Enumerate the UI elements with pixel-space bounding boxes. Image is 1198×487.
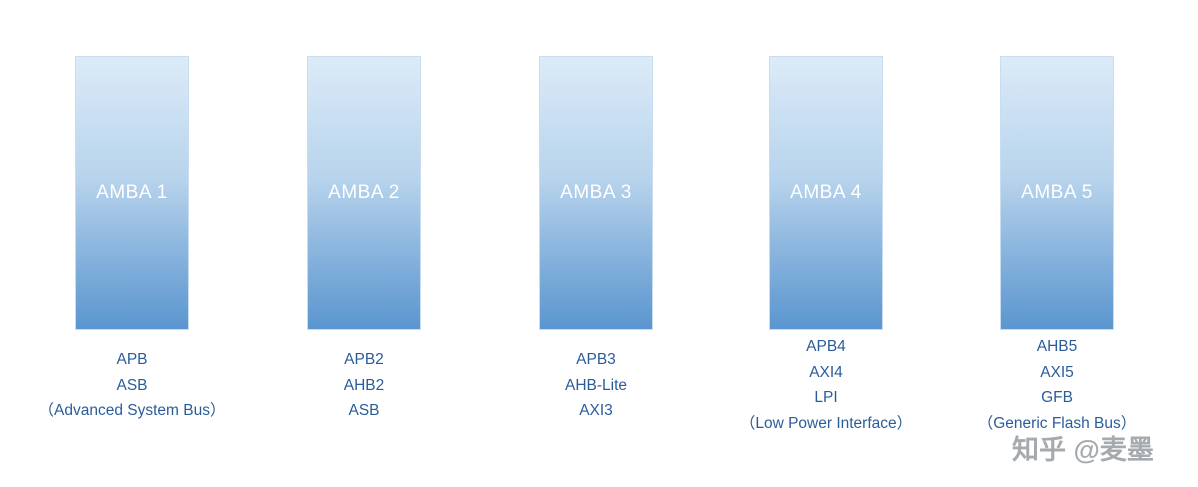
protocol-line: AXI3 [579, 402, 613, 419]
protocol-line: （Low Power Interface） [739, 414, 913, 432]
amba1-bar: AMBA 1 [75, 56, 189, 330]
amba5-bar-label: AMBA 5 [1021, 182, 1093, 203]
amba2-bar: AMBA 2 [307, 56, 421, 330]
amba1-bar-label: AMBA 1 [96, 182, 168, 203]
amba2-column: AMBA 2 APB2 AHB2 ASB [244, 0, 484, 487]
protocol-line: LPI [814, 389, 838, 406]
amba3-bar-label: AMBA 3 [560, 182, 632, 203]
protocol-line: AHB-Lite [564, 376, 628, 394]
amba4-bar: AMBA 4 [769, 56, 883, 330]
amba4-protocols: APB4 AXI4 LPI （Low Power Interface） [706, 330, 946, 436]
protocol-line: AHB2 [343, 376, 385, 394]
amba3-protocols: APB3 AHB-Lite AXI3 [476, 330, 716, 424]
protocol-line: （Advanced System Bus） [38, 402, 226, 419]
amba4-bar-label: AMBA 4 [790, 182, 862, 203]
protocol-line: APB [116, 351, 148, 368]
amba5-bar: AMBA 5 [1000, 56, 1114, 330]
amba5-column: AMBA 5 AHB5 AXI5 GFB （Generic Flash Bus） [937, 0, 1177, 487]
amba3-column: AMBA 3 APB3 AHB-Lite AXI3 [476, 0, 716, 487]
amba2-protocols: APB2 AHB2 ASB [244, 330, 484, 424]
protocol-line: AXI4 [809, 363, 843, 381]
amba4-column: AMBA 4 APB4 AXI4 LPI （Low Power Interfac… [706, 0, 946, 487]
protocol-line: AXI5 [1040, 363, 1074, 381]
amba2-bar-label: AMBA 2 [328, 182, 400, 203]
amba1-column: AMBA 1 APB ASB （Advanced System Bus） [12, 0, 252, 487]
protocol-line: APB3 [576, 351, 616, 368]
protocol-line: GFB [1041, 389, 1073, 406]
amba3-bar: AMBA 3 [539, 56, 653, 330]
protocol-line: AHB5 [1036, 338, 1078, 355]
protocol-line: ASB [348, 402, 380, 419]
protocol-line: （Generic Flash Bus） [977, 414, 1137, 432]
protocol-line: APB2 [344, 351, 384, 368]
protocol-line: ASB [116, 376, 148, 394]
amba5-protocols: AHB5 AXI5 GFB （Generic Flash Bus） [937, 330, 1177, 436]
amba1-protocols: APB ASB （Advanced System Bus） [12, 330, 252, 424]
protocol-line: APB4 [806, 338, 846, 355]
